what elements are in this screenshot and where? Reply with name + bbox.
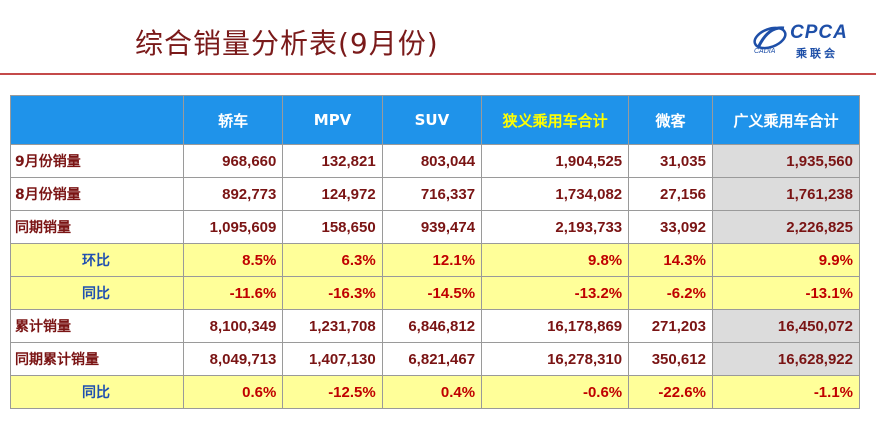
table-cell: 803,044	[381, 144, 483, 178]
cpca-logo: CPCA 乘联会 CADIA	[752, 18, 864, 60]
table-cell: -16.3%	[282, 276, 383, 310]
table-cell: -22.6%	[628, 375, 713, 409]
column-header-broad-total: 广义乘用车合计	[711, 95, 861, 145]
table-cell: 158,650	[282, 210, 383, 244]
row-label: 环比	[10, 243, 184, 277]
logo-sub-text: CADIA	[754, 48, 776, 55]
table-cell: 124,972	[282, 177, 383, 211]
logo-brand-text: CPCA	[790, 22, 848, 43]
row-label: 同期累计销量	[10, 342, 184, 376]
table-cell: 716,337	[381, 177, 483, 211]
table-cell: 0.6%	[182, 375, 284, 409]
table-cell: 939,474	[381, 210, 483, 244]
table-cell: 27,156	[628, 177, 713, 211]
table-row: 同期销量 1,095,609 158,650 939,474 2,193,733…	[10, 210, 861, 244]
table-cell: 271,203	[628, 309, 713, 343]
table-cell: 16,278,310	[481, 342, 630, 376]
title-divider	[0, 73, 876, 75]
table-cell: 132,821	[282, 144, 383, 178]
table-row: 9月份销量 968,660 132,821 803,044 1,904,525 …	[10, 144, 861, 178]
table-cell: 9.9%	[711, 243, 861, 277]
table-cell: 2,193,733	[481, 210, 630, 244]
table-cell: 12.1%	[381, 243, 483, 277]
table-cell: 1,095,609	[182, 210, 284, 244]
table-cell: -13.2%	[481, 276, 630, 310]
table-cell: 8,049,713	[182, 342, 284, 376]
table-row: 同期累计销量 8,049,713 1,407,130 6,821,467 16,…	[10, 342, 861, 376]
table-cell: -12.5%	[282, 375, 383, 409]
table-cell: 6,846,812	[381, 309, 483, 343]
column-header-mpv: MPV	[282, 95, 383, 145]
table-cell: 350,612	[628, 342, 713, 376]
table-cell: 8,100,349	[182, 309, 284, 343]
table-cell: 16,450,072	[711, 309, 861, 343]
table-cell: -11.6%	[182, 276, 284, 310]
table-cell: 0.4%	[381, 375, 483, 409]
table-cell: 892,773	[182, 177, 284, 211]
table-cell: 1,935,560	[711, 144, 861, 178]
table-row: 同比 0.6% -12.5% 0.4% -0.6% -22.6% -1.1%	[10, 375, 861, 409]
column-header-narrow-total: 狭义乘用车合计	[481, 95, 630, 145]
table-cell: 968,660	[182, 144, 284, 178]
table-row: 环比 8.5% 6.3% 12.1% 9.8% 14.3% 9.9%	[10, 243, 861, 277]
table-cell: 16,178,869	[481, 309, 630, 343]
table-cell: 6,821,467	[381, 342, 483, 376]
row-label: 累计销量	[10, 309, 184, 343]
row-label: 同比	[10, 276, 184, 310]
table-cell: 31,035	[628, 144, 713, 178]
table-cell: -13.1%	[711, 276, 861, 310]
table-header-row: 轿车 MPV SUV 狭义乘用车合计 微客 广义乘用车合计	[10, 95, 861, 145]
table-cell: 1,904,525	[481, 144, 630, 178]
logo-brand-cn-text: 乘联会	[796, 47, 838, 60]
column-header-corner	[10, 95, 184, 145]
table-cell: 16,628,922	[711, 342, 861, 376]
table-row: 8月份销量 892,773 124,972 716,337 1,734,082 …	[10, 177, 861, 211]
table-row: 同比 -11.6% -16.3% -14.5% -13.2% -6.2% -13…	[10, 276, 861, 310]
table-cell: 6.3%	[282, 243, 383, 277]
page-title: 综合销量分析表(9月份)	[135, 27, 439, 60]
sales-table: 轿车 MPV SUV 狭义乘用车合计 微客 广义乘用车合计 9月份销量 968,…	[10, 95, 861, 409]
table-cell: 1,761,238	[711, 177, 861, 211]
row-label: 同期销量	[10, 210, 184, 244]
swoosh-icon	[753, 26, 787, 50]
table-cell: 1,407,130	[282, 342, 383, 376]
table-cell: 8.5%	[182, 243, 284, 277]
column-header-minivan: 微客	[628, 95, 713, 145]
column-header-suv: SUV	[381, 95, 483, 145]
table-cell: 1,734,082	[481, 177, 630, 211]
table-cell: 9.8%	[481, 243, 630, 277]
table-cell: -1.1%	[711, 375, 861, 409]
table-cell: -14.5%	[381, 276, 483, 310]
row-label: 同比	[10, 375, 184, 409]
column-header-sedan: 轿车	[182, 95, 284, 145]
table-cell: -6.2%	[628, 276, 713, 310]
table-cell: 2,226,825	[711, 210, 861, 244]
row-label: 8月份销量	[10, 177, 184, 211]
table-cell: 1,231,708	[282, 309, 383, 343]
table-cell: -0.6%	[481, 375, 630, 409]
table-cell: 14.3%	[628, 243, 713, 277]
table-row: 累计销量 8,100,349 1,231,708 6,846,812 16,17…	[10, 309, 861, 343]
table-cell: 33,092	[628, 210, 713, 244]
row-label: 9月份销量	[10, 144, 184, 178]
